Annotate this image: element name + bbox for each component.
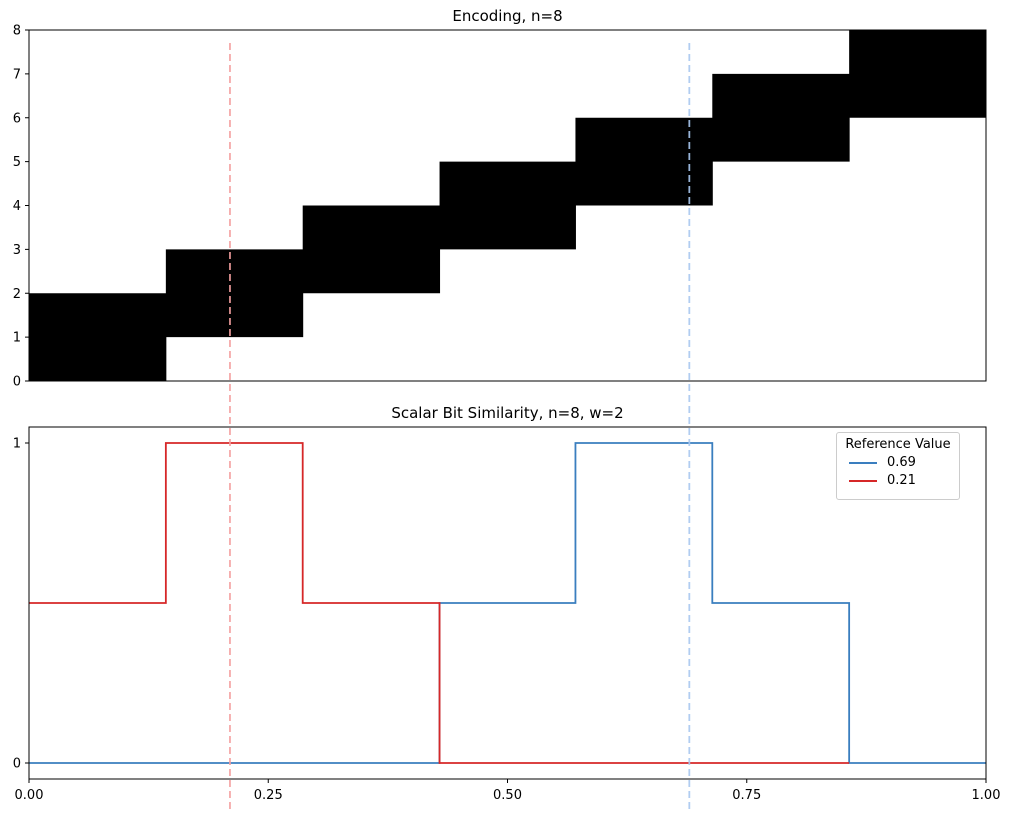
encoding-cell-1 — [165, 249, 304, 338]
legend-label-0.69: 0.69 — [887, 455, 916, 470]
similarity-xtick-label-1.00: 1.00 — [972, 788, 1001, 803]
encoding-cell-3 — [439, 161, 576, 250]
legend-item-0.69: 0.69 — [849, 455, 959, 470]
similarity-xtick-label-0.50: 0.50 — [493, 788, 522, 803]
encoding-cell-5 — [712, 73, 850, 162]
similarity-ytick-label-1: 1 — [13, 437, 21, 452]
encoding-ytick-label-2: 2 — [13, 287, 21, 302]
encoding-ytick-label-8: 8 — [13, 24, 21, 39]
similarity-xtick-label-0.25: 0.25 — [254, 788, 283, 803]
encoding-ytick-label-5: 5 — [13, 155, 21, 170]
legend-title: Reference Value — [845, 437, 951, 452]
encoding-cell-0 — [29, 293, 167, 381]
similarity-title: Scalar Bit Similarity, n=8, w=2 — [391, 404, 623, 422]
encoding-cell-2 — [302, 205, 441, 294]
encoding-cell-4 — [575, 117, 713, 206]
encoding-ytick-label-6: 6 — [13, 111, 21, 126]
encoding-ytick-label-3: 3 — [13, 243, 21, 258]
encoding-ytick-label-7: 7 — [13, 67, 21, 82]
similarity-panel: 0 1 0.00 0.25 0.50 0.75 1.00 Scalar Bit Similar… — [13, 404, 1001, 803]
reference-lines — [229, 43, 691, 813]
legend: Reference Value 0.69 0.21 — [836, 432, 960, 500]
similarity-ytick-label-0: 0 — [13, 757, 21, 772]
legend-item-0.21: 0.21 — [849, 473, 959, 488]
encoding-ytick-label-1: 1 — [13, 331, 21, 346]
legend-swatch-0.21 — [849, 479, 877, 482]
series-line-0.21 — [29, 442, 850, 764]
encoding-title: Encoding, n=8 — [452, 7, 562, 25]
legend-swatch-0.69 — [849, 461, 877, 464]
encoding-ytick-label-4: 4 — [13, 199, 21, 214]
similarity-xtick-label-0.75: 0.75 — [732, 788, 761, 803]
encoding-ytick-label-0: 0 — [13, 375, 21, 390]
encoding-cell-6 — [849, 30, 987, 118]
encoding-panel: 0 1 2 3 4 5 6 7 8 Encoding, n=8 — [13, 7, 987, 390]
similarity-xtick-label-0.00: 0.00 — [15, 788, 44, 803]
legend-label-0.21: 0.21 — [887, 473, 916, 488]
